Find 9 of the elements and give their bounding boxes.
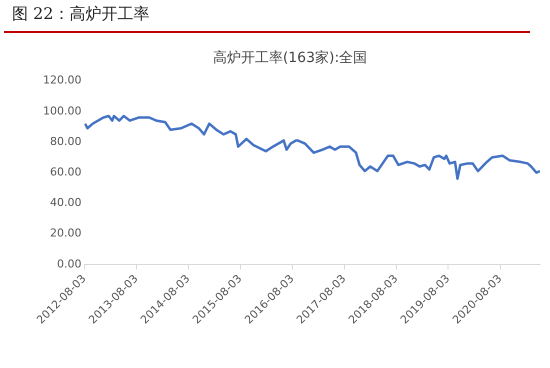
y-tick-label: 100.00	[42, 104, 82, 118]
chart-subtitle: 图 22：高炉开工率	[12, 4, 150, 25]
chart-title: 高炉开工率(163家):全国	[212, 50, 368, 66]
y-tick-label: 20.00	[50, 226, 82, 240]
y-tick-label: 40.00	[50, 196, 82, 210]
y-tick-label: 80.00	[50, 134, 82, 148]
y-tick-label: 120.00	[42, 74, 82, 87]
y-tick-label: 0.00	[56, 257, 82, 270]
y-tick-label: 60.00	[50, 165, 82, 178]
